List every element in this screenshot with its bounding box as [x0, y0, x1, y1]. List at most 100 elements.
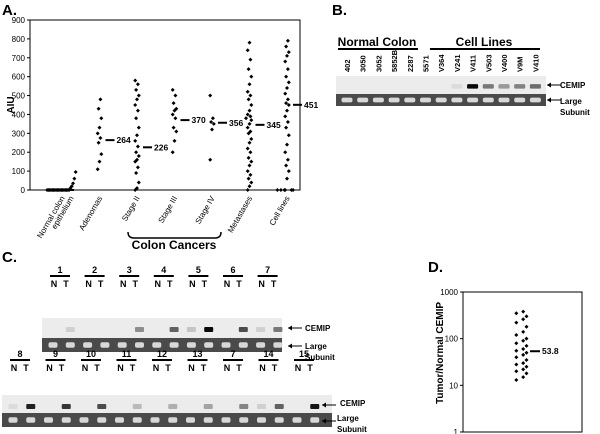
- data-point: [69, 184, 74, 189]
- data-point: [97, 125, 102, 130]
- group-label-colon-cancers: Colon Cancers: [132, 238, 217, 252]
- pair-number: 8: [17, 349, 22, 359]
- scatter-chart-d: Tumor/Normal CEMIP 1 10 100 1000 53.8: [435, 288, 583, 434]
- y-axis-label-d: Tumor/Normal CEMIP: [435, 302, 446, 404]
- category-label: Stage II: [120, 195, 142, 223]
- data-point: [134, 116, 139, 121]
- gel-band: [65, 327, 75, 332]
- pair-number: 2: [92, 265, 97, 275]
- gel-band: [529, 84, 541, 89]
- lane-t-label: T: [94, 363, 100, 373]
- gel-lane-label: 5571: [422, 55, 431, 72]
- gel-rrna-band: [482, 97, 494, 103]
- lane-t-label: T: [63, 279, 69, 289]
- data-point: [245, 146, 250, 151]
- data-point: [245, 112, 250, 117]
- gel-lane-label: V400: [500, 54, 509, 72]
- data-point: [248, 57, 253, 62]
- data-point: [249, 180, 254, 185]
- gel-rrna-band: [97, 417, 107, 423]
- data-point: [245, 89, 250, 94]
- lane-n-label: N: [85, 279, 92, 289]
- data-point: [521, 329, 526, 334]
- lane-n-label: N: [259, 363, 266, 373]
- data-point: [136, 180, 141, 185]
- gel-b-group-cell-lines: Cell Lines: [456, 35, 513, 49]
- y-tick-label: 900: [12, 16, 26, 25]
- data-point: [245, 125, 250, 130]
- lane-n-label: N: [82, 363, 89, 373]
- lane-n-label: N: [46, 363, 53, 373]
- gel-rrna-band: [274, 417, 284, 423]
- lane-t-label: T: [271, 279, 277, 289]
- data-point: [95, 131, 100, 136]
- data-point: [135, 82, 140, 87]
- data-point: [285, 142, 289, 147]
- data-point: [135, 97, 139, 102]
- data-point: [246, 176, 251, 181]
- data-point: [284, 101, 289, 106]
- data-point: [209, 120, 214, 124]
- gel-rrna-band: [44, 417, 53, 423]
- lane-t-label: T: [130, 363, 136, 373]
- gel-rrna-band: [256, 342, 266, 348]
- data-point: [521, 367, 526, 372]
- gel-band: [451, 84, 463, 89]
- median-label: 451: [304, 100, 318, 110]
- gel-lane-label: V241: [453, 54, 462, 72]
- gel-rrna-band: [79, 417, 89, 423]
- y-axis-label-a: AIU: [6, 96, 17, 113]
- lane-n-label: N: [153, 363, 160, 373]
- gel-rrna-band: [221, 417, 231, 423]
- data-point: [524, 324, 529, 329]
- lane-n-label: N: [224, 363, 231, 373]
- gel-rrna-band: [186, 417, 195, 423]
- data-point: [247, 184, 252, 189]
- pair-number: 11: [122, 349, 132, 359]
- data-point: [285, 53, 289, 58]
- data-point: [96, 106, 101, 111]
- pair-number: 4: [161, 265, 166, 275]
- gel-rrna-band: [83, 342, 93, 348]
- data-point: [134, 87, 139, 92]
- data-point: [284, 163, 289, 168]
- lane-n-label: N: [295, 363, 302, 373]
- data-point: [211, 121, 216, 126]
- gel-rrna-band: [203, 417, 213, 423]
- lane-n-label: N: [155, 279, 162, 289]
- data-point: [514, 355, 519, 360]
- lane-t-label: T: [165, 363, 171, 373]
- gel-rrna-band: [115, 417, 124, 423]
- data-point: [521, 375, 526, 380]
- gel-band: [204, 327, 214, 332]
- gel-band: [273, 327, 283, 332]
- data-point: [98, 97, 103, 102]
- data-point: [286, 80, 291, 85]
- group-bracket: [127, 231, 222, 239]
- y-tick-label: 1000: [440, 288, 458, 297]
- arrow-head: [322, 402, 326, 408]
- gel-band: [256, 327, 266, 332]
- data-point: [249, 118, 254, 123]
- y-tick-label: 600: [12, 73, 26, 82]
- category-label: Adenomas: [77, 195, 104, 233]
- data-point: [134, 150, 139, 155]
- data-point: [283, 114, 288, 119]
- plot-frame-d: [462, 291, 583, 433]
- gel-rrna-band: [239, 417, 249, 423]
- scatter-chart-a: AIU Colon Cancers 0 100 200 300 400 500 600 700…: [6, 16, 318, 252]
- gel-band: [97, 404, 107, 409]
- gel-rrna-band: [221, 342, 231, 348]
- data-point: [521, 317, 526, 322]
- gel-rrna-strip: [2, 413, 332, 427]
- gel-rrna-band: [132, 417, 142, 423]
- lane-t-label: T: [202, 279, 208, 289]
- panel-label-c: C.: [2, 249, 17, 266]
- data-point: [170, 112, 175, 117]
- lane-t-label: T: [59, 363, 65, 373]
- lane-t-label: T: [132, 279, 138, 289]
- data-point: [136, 154, 141, 158]
- median-label: 264: [117, 135, 131, 145]
- gel-rrna-band: [357, 97, 369, 103]
- gel-rrna-band: [26, 417, 36, 423]
